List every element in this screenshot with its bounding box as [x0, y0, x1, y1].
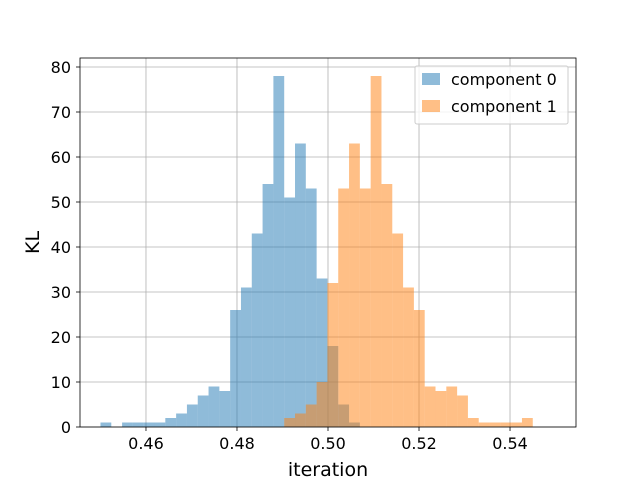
y-axis-ticks: 0 10 20 30 40 50 60 70 80	[51, 58, 80, 437]
bar-component-1-bin-21	[327, 283, 339, 427]
bar-component-0-bin-18	[295, 143, 306, 427]
y-tick-label-5: 50	[51, 193, 71, 212]
bar-component-1-bin-24	[359, 188, 371, 427]
bar-component-0-bin-3	[132, 422, 144, 427]
x-tick-label-2: 0.50	[310, 434, 346, 453]
series-component-1-bars	[284, 76, 533, 427]
bar-component-1-bin-32	[446, 386, 458, 427]
y-tick-label-0: 0	[61, 418, 71, 437]
x-axis-ticks: 0.46 0.48 0.50 0.52 0.54	[128, 427, 528, 453]
bar-component-1-bin-38	[511, 422, 522, 427]
legend-swatch-component-0	[422, 73, 440, 85]
bar-component-1-bin-29	[413, 310, 425, 427]
bar-component-0-bin-17	[284, 197, 296, 427]
x-tick-label-4: 0.54	[492, 434, 528, 453]
bar-component-0-bin-19	[305, 188, 317, 427]
bar-component-0-bin-20	[316, 278, 328, 427]
bar-component-1-bin-30	[424, 386, 436, 427]
bar-component-1-bin-18	[295, 413, 306, 427]
bar-component-0-bin-8	[186, 404, 198, 427]
bar-component-1-bin-19	[305, 404, 317, 427]
y-tick-label-8: 80	[51, 58, 71, 77]
y-tick-label-4: 40	[51, 238, 71, 257]
bar-component-1-bin-23	[349, 143, 360, 427]
bar-component-0-bin-5	[154, 422, 166, 427]
bar-component-0-bin-0	[100, 422, 112, 427]
bar-component-0-bin-15	[262, 184, 274, 427]
legend-label-component-0: component 0	[451, 70, 557, 89]
bar-component-1-bin-37	[500, 422, 512, 427]
bar-component-1-bin-36	[489, 422, 501, 427]
x-tick-label-1: 0.48	[219, 434, 255, 453]
y-tick-label-6: 60	[51, 148, 71, 167]
legend-label-component-1: component 1	[451, 97, 557, 116]
x-tick-label-3: 0.52	[401, 434, 437, 453]
bar-component-0-bin-14	[251, 233, 263, 427]
bar-component-1-bin-22	[338, 188, 350, 427]
bar-component-0-bin-4	[143, 422, 155, 427]
bar-component-1-bin-27	[392, 233, 404, 427]
x-tick-label-0: 0.46	[128, 434, 164, 453]
bar-component-0-bin-6	[165, 418, 177, 427]
bar-component-0-bin-10	[208, 386, 220, 427]
y-tick-label-2: 20	[51, 328, 71, 347]
x-axis-label: iteration	[288, 459, 368, 480]
bar-component-0-bin-13	[240, 287, 252, 427]
bar-component-1-bin-39	[521, 418, 533, 427]
bar-component-0-bin-12	[230, 310, 241, 427]
bar-component-1-bin-33	[457, 395, 468, 427]
bar-component-0-bin-9	[197, 395, 209, 427]
y-tick-label-7: 70	[51, 103, 71, 122]
bar-component-1-bin-17	[284, 418, 296, 427]
y-tick-label-3: 30	[51, 283, 71, 302]
bar-component-0-bin-2	[122, 422, 133, 427]
bar-component-1-bin-35	[478, 422, 490, 427]
bar-component-1-bin-25	[370, 76, 382, 427]
bar-component-1-bin-28	[403, 287, 414, 427]
y-tick-label-1: 10	[51, 373, 71, 392]
bar-component-1-bin-34	[467, 418, 479, 427]
bar-component-1-bin-26	[381, 184, 393, 427]
bar-component-0-bin-11	[219, 391, 231, 427]
bar-component-1-bin-20	[316, 382, 328, 427]
bar-component-1-bin-31	[435, 391, 447, 427]
legend: component 0 component 1	[414, 65, 569, 125]
bar-component-0-bin-7	[176, 413, 187, 427]
series-component-0-bars	[100, 76, 360, 427]
y-axis-label: KL	[22, 231, 44, 254]
legend-box	[414, 65, 569, 125]
bar-component-0-bin-16	[273, 76, 285, 427]
legend-swatch-component-1	[422, 100, 440, 112]
